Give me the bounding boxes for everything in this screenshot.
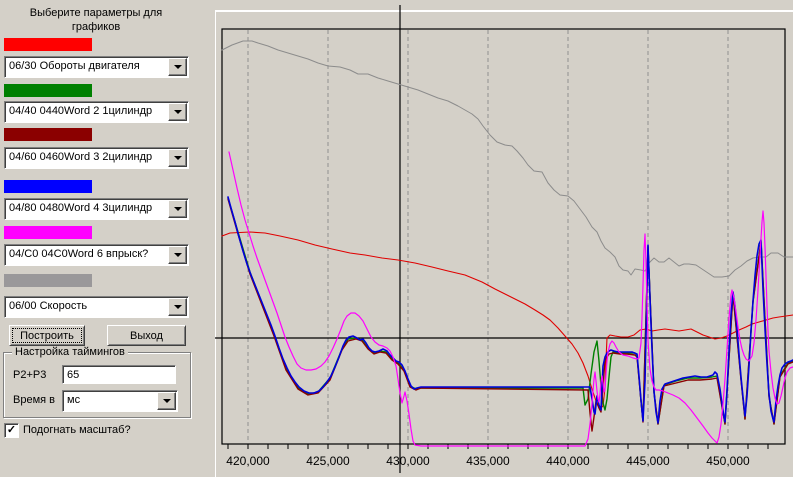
chevron-down-icon[interactable] [168,246,187,264]
chevron-down-icon[interactable] [168,200,187,218]
series-swatch-speed [4,274,92,287]
p2p3-input[interactable] [62,365,176,384]
combo-value: 04/60 0460Word 3 2цилиндр [9,151,153,163]
svg-text:450,000: 450,000 [706,454,750,468]
svg-text:435,000: 435,000 [466,454,510,468]
combo-value: 06/00 Скорость [9,300,88,312]
combo-value: мс [67,394,81,406]
chevron-down-icon[interactable] [157,392,176,410]
series-swatch-cyl2 [4,128,92,141]
svg-text:430,000: 430,000 [386,454,430,468]
fit-scale-checkbox[interactable]: ✓ [4,423,19,438]
series-select-rpm[interactable]: 06/30 Обороты двигателя [4,56,189,78]
series-select-cyl3[interactable]: 04/80 0480Word 4 3цилиндр [4,198,189,220]
plot-button[interactable]: Построить [9,325,85,346]
series-swatch-cyl1 [4,84,92,97]
series-select-cyl1[interactable]: 04/40 0440Word 2 1цилиндр [4,101,189,123]
fit-scale-label: Подогнать масштаб? [23,424,131,436]
timings-group-label: Настройка таймингов [12,346,128,358]
series-swatch-cyl3 [4,180,92,193]
series-select-injection[interactable]: 04/C0 04C0Word 6 впрыск? [4,244,189,266]
p2p3-label: P2+P3 [13,369,47,381]
chevron-down-icon[interactable] [168,298,187,316]
panel-title: Выберите параметры для графиков [29,7,163,33]
combo-value: 06/30 Обороты двигателя [9,60,140,72]
exit-button[interactable]: Выход [107,325,186,346]
series-select-speed[interactable]: 06/00 Скорость [4,296,189,318]
svg-text:420,000: 420,000 [226,454,270,468]
parameters-panel: Выберите параметры для графиков 06/30 Об… [0,0,215,477]
time-unit-select[interactable]: мс [62,390,178,412]
chart-panel: 420,000 425,000 430,000 435,000 440,000 445,0… [214,0,793,477]
series-swatch-injection [4,226,92,239]
chevron-down-icon[interactable] [168,58,187,76]
combo-value: 04/C0 04C0Word 6 впрыск? [9,248,149,260]
combo-value: 04/80 0480Word 4 3цилиндр [9,202,153,214]
chevron-down-icon[interactable] [168,103,187,121]
timings-groupbox: Настройка таймингов P2+P3 Время в мс [3,346,191,418]
series-select-cyl2[interactable]: 04/60 0460Word 3 2цилиндр [4,147,189,169]
svg-text:425,000: 425,000 [306,454,350,468]
chart-canvas[interactable]: 420,000 425,000 430,000 435,000 440,000 445,0… [214,0,793,477]
svg-text:445,000: 445,000 [626,454,670,468]
svg-text:440,000: 440,000 [546,454,590,468]
combo-value: 04/40 0440Word 2 1цилиндр [9,105,153,117]
chevron-down-icon[interactable] [168,149,187,167]
series-swatch-rpm [4,38,92,51]
time-unit-label: Время в [13,394,55,406]
